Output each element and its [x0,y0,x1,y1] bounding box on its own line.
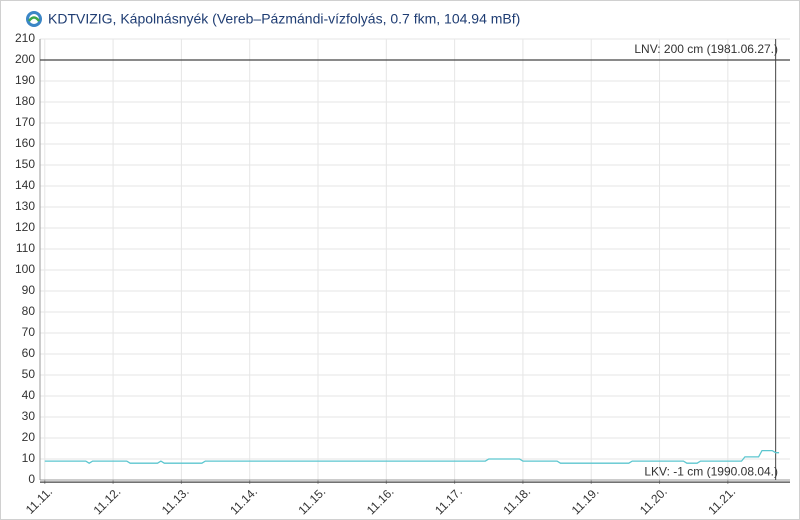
y-tick-label: 130 [15,199,35,213]
y-tick-label: 0 [28,472,35,486]
y-tick-label: 200 [15,52,35,66]
y-tick-label: 120 [15,220,35,234]
y-tick-label: 160 [15,136,35,150]
y-tick-label: 100 [15,262,35,276]
y-tick-label: 40 [22,388,36,402]
y-tick-label: 170 [15,115,35,129]
reference-label: LKV: -1 cm (1990.08.04.) [644,464,778,478]
logo [26,11,42,27]
y-tick-label: 60 [22,346,36,360]
reference-label: LNV: 200 cm (1981.06.27.) [634,42,778,56]
y-tick-label: 20 [22,430,36,444]
chart-title: KDTVIZIG, Kápolnásnyék (Vereb–Pázmándi-v… [48,11,520,27]
y-tick-label: 150 [15,157,35,171]
y-tick-label: 180 [15,94,35,108]
y-tick-label: 110 [16,241,35,255]
y-tick-label: 10 [22,451,36,465]
y-tick-label: 210 [15,31,35,45]
y-tick-label: 80 [22,304,36,318]
y-tick-label: 190 [15,73,35,87]
y-tick-label: 90 [22,283,36,297]
y-tick-label: 70 [22,325,36,339]
data-line [44,449,780,464]
y-tick-label: 50 [22,367,36,381]
y-tick-label: 140 [15,178,35,192]
y-tick-label: 30 [22,409,36,423]
